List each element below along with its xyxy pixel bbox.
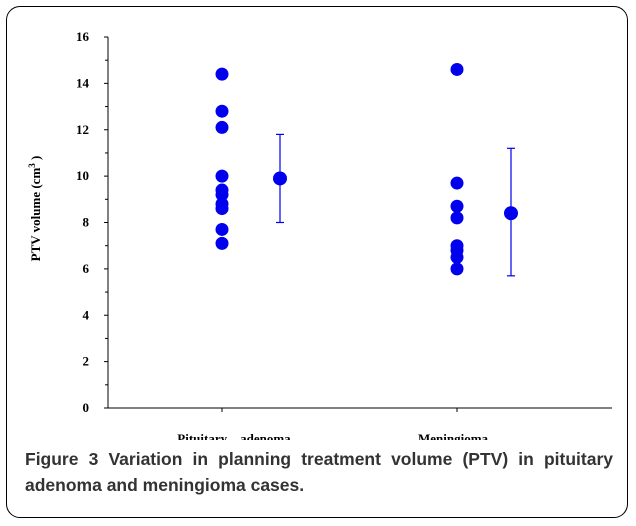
x-category-labels: Pituitary adenoma Meningioma — [177, 431, 488, 440]
figure-caption: Figure 3 Variation in planning treatment… — [25, 446, 613, 498]
data-point — [450, 262, 464, 276]
mean-point — [273, 171, 287, 186]
y-tick-label: 4 — [83, 307, 90, 322]
data-point — [215, 236, 229, 250]
y-tick-label: 2 — [83, 354, 90, 369]
data-point — [450, 62, 464, 76]
data-point — [450, 176, 464, 190]
data-point — [215, 120, 229, 134]
x-category-label: Meningioma — [418, 431, 489, 440]
data-point — [450, 199, 464, 213]
data-point — [450, 250, 464, 264]
mean-point — [504, 206, 518, 221]
figure-frame — [6, 6, 628, 518]
data-point — [215, 169, 229, 183]
chart-axes — [104, 36, 612, 412]
y-tick-label: 8 — [83, 215, 90, 230]
y-tick-label: 6 — [83, 261, 90, 276]
data-point — [215, 188, 229, 202]
data-point — [215, 104, 229, 118]
y-tick-label: 16 — [76, 29, 90, 44]
chart-marks — [215, 62, 518, 277]
scatter-chart: 0 2 4 6 8 10 12 14 16 Pituitary adenoma Meningiom… — [27, 29, 612, 440]
data-point — [215, 222, 229, 236]
y-tick-label: 0 — [83, 400, 90, 415]
data-point — [450, 211, 464, 225]
y-axis-title: PTV volume (cm3 ) — [27, 156, 43, 262]
x-category-label: Pituitary adenoma — [177, 431, 291, 440]
data-point — [215, 202, 229, 216]
data-point — [215, 67, 229, 81]
caption-label: Figure 3 — [25, 449, 99, 469]
caption-text: Variation in planning treatment volume (… — [25, 449, 613, 495]
y-tick-label: 10 — [76, 168, 89, 183]
y-tick-labels: 0 2 4 6 8 10 12 14 16 — [76, 29, 90, 415]
y-tick-label: 12 — [76, 122, 89, 137]
y-tick-label: 14 — [76, 75, 90, 90]
y-axis-label: PTV volume (cm3 ) — [27, 156, 43, 262]
